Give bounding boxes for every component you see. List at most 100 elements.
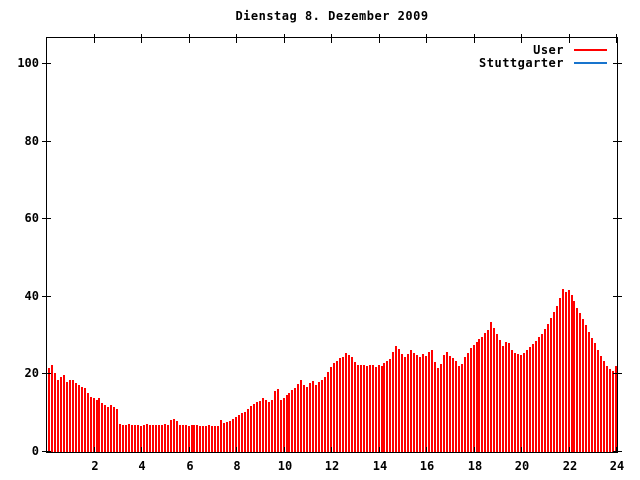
user-bar	[86, 393, 89, 452]
user-bar	[321, 380, 324, 452]
user-bar	[448, 356, 451, 452]
user-bar	[187, 426, 190, 452]
user-bar	[472, 345, 475, 452]
user-bar	[217, 426, 220, 452]
y-tick-label: 0	[31, 444, 39, 458]
user-bar	[199, 426, 202, 452]
user-bar	[603, 361, 606, 452]
user-bar	[169, 420, 172, 452]
user-bar	[362, 365, 365, 452]
user-bar	[196, 425, 199, 452]
x-tick-label: 2	[91, 459, 99, 473]
x-tick	[569, 447, 570, 452]
user-bar	[249, 406, 252, 452]
user-bar	[350, 357, 353, 452]
user-bar	[140, 426, 143, 452]
user-bar	[490, 322, 493, 452]
user-bar	[53, 373, 56, 452]
user-bar	[303, 385, 306, 452]
user-bar	[190, 425, 193, 452]
user-bar	[143, 425, 145, 452]
x-tick-label: 10	[277, 459, 293, 473]
user-bar	[380, 366, 383, 452]
user-bar	[433, 362, 436, 452]
user-bar	[502, 346, 505, 452]
x-tick	[616, 447, 617, 452]
y-tick	[42, 373, 51, 374]
user-bar	[395, 346, 398, 452]
x-tick-label: 20	[514, 459, 530, 473]
x-tick-label: 12	[324, 459, 340, 473]
user-bar	[338, 358, 341, 452]
user-bar	[463, 357, 466, 452]
user-bar	[517, 354, 520, 452]
user-bar	[531, 344, 534, 452]
user-bar	[374, 367, 377, 452]
user-bar	[410, 350, 413, 452]
user-bar	[466, 353, 469, 452]
user-bar	[401, 354, 404, 452]
user-bar	[276, 389, 279, 452]
y-tick-mirror	[613, 373, 622, 374]
x-tick	[189, 447, 190, 452]
user-bar	[178, 425, 181, 452]
user-bar	[211, 426, 214, 452]
user-bar	[514, 353, 517, 452]
user-bar	[98, 398, 101, 452]
user-bar	[327, 372, 330, 452]
legend-label-stuttgarter: Stuttgarter	[479, 55, 564, 70]
user-bar	[383, 363, 386, 452]
user-bar	[377, 365, 380, 452]
user-bar	[62, 375, 65, 452]
user-bar	[267, 402, 270, 452]
x-tick-label: 4	[138, 459, 146, 473]
user-bar	[508, 343, 511, 452]
user-bar	[270, 400, 273, 452]
legend-row-user: User	[479, 43, 607, 57]
user-bar	[520, 355, 523, 452]
user-bar	[312, 381, 315, 452]
x-tick-label: 22	[562, 459, 578, 473]
user-bar	[214, 426, 217, 452]
user-bar	[344, 353, 347, 452]
user-bar	[540, 334, 543, 452]
user-bar	[80, 387, 83, 452]
y-tick	[42, 218, 51, 219]
user-bar	[505, 342, 508, 452]
user-bar	[205, 426, 208, 452]
user-bar	[428, 352, 430, 452]
user-bar	[131, 425, 134, 452]
user-bar	[591, 338, 594, 452]
x-tick-mirror	[426, 34, 427, 43]
legend-line-stuttgarter	[574, 61, 607, 64]
user-bar	[389, 359, 392, 452]
user-bar	[223, 423, 226, 452]
user-bar	[398, 349, 401, 452]
x-tick-label: 8	[233, 459, 241, 473]
user-bar	[416, 355, 419, 452]
y-tick-mirror	[613, 296, 622, 297]
user-bar	[496, 334, 499, 452]
user-bar	[576, 308, 579, 452]
user-bar	[145, 424, 148, 452]
user-bar	[151, 425, 154, 452]
user-bar	[597, 350, 600, 452]
user-bar	[154, 425, 157, 452]
user-bar	[172, 419, 175, 452]
y-tick-mirror	[613, 218, 622, 219]
user-bar	[543, 329, 546, 452]
user-bar	[202, 426, 205, 452]
user-bar	[460, 364, 463, 452]
user-bar	[475, 342, 478, 452]
x-tick-mirror	[521, 34, 522, 43]
y-tick-mirror	[613, 63, 622, 64]
legend-line-user	[574, 48, 607, 51]
user-bar	[612, 371, 615, 452]
legend: User Stuttgarter	[479, 43, 607, 70]
user-bar	[71, 380, 74, 452]
user-bar	[525, 350, 528, 452]
user-bar	[457, 366, 460, 452]
user-bar	[279, 400, 282, 452]
y-tick	[42, 141, 51, 142]
user-bar	[104, 405, 107, 452]
